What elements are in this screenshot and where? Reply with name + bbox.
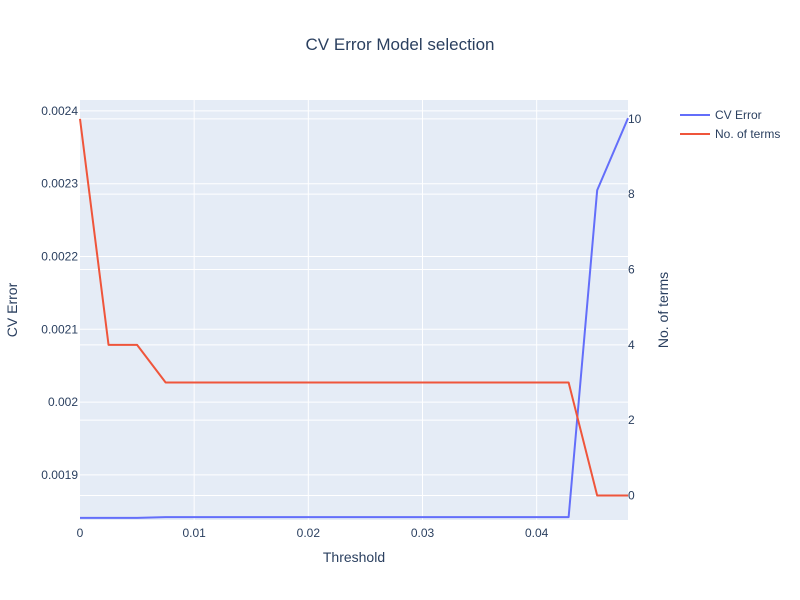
y-tick-label: 0.0022 (41, 249, 78, 263)
x-tick-label: 0.04 (525, 526, 549, 540)
x-tick-label: 0.01 (182, 526, 206, 540)
y2-tick-label: 2 (628, 413, 635, 427)
x-tick-label: 0.02 (297, 526, 321, 540)
y-tick-label: 0.0024 (41, 104, 78, 118)
y2-tick-label: 8 (628, 187, 635, 201)
y2-tick-label: 0 (628, 489, 635, 503)
y2-tick-label: 6 (628, 263, 635, 277)
y-axis-title: CV Error (4, 282, 20, 337)
y-tick-label: 0.002 (48, 395, 78, 409)
legend: CV Error No. of terms (680, 108, 780, 141)
legend-item-cv-error[interactable]: CV Error (680, 108, 762, 122)
y-tick-label: 0.0023 (41, 177, 78, 191)
y-tick-label: 0.0019 (41, 468, 78, 482)
y2-tick-label: 4 (628, 338, 635, 352)
series-line-cv-error (80, 117, 629, 519)
y2-tick-label: 10 (628, 112, 642, 126)
x-axis-title: Threshold (323, 549, 385, 565)
y2-axis-title: No. of terms (655, 272, 671, 348)
y-tick-label: 0.0021 (41, 322, 78, 336)
legend-label: No. of terms (715, 127, 780, 141)
series-line-no-of-terms (79, 118, 628, 497)
plot-area (80, 100, 628, 520)
legend-label: CV Error (715, 108, 762, 122)
x-tick-label: 0.03 (411, 526, 435, 540)
legend-item-no-of-terms[interactable]: No. of terms (680, 127, 780, 141)
gridlines (80, 100, 628, 520)
series-layer (79, 117, 629, 519)
x-tick-label: 0 (77, 526, 84, 540)
axes: 0 0.01 0.02 0.03 0.04 0.0019 0.002 0.0021 0.0022… (41, 104, 641, 540)
chart-title: CV Error Model selection (306, 35, 495, 54)
